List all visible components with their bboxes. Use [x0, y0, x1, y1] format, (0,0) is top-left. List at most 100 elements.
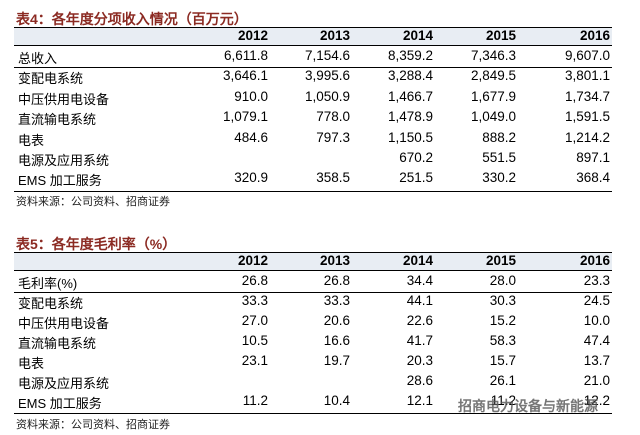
cell-value: 1,079.1 [222, 109, 268, 125]
cell-value: 26.8 [323, 273, 350, 288]
row-label: 电表 [18, 356, 45, 371]
cell-value: 251.5 [399, 170, 433, 186]
cell-value: 358.5 [316, 170, 350, 186]
cell-value: 888.2 [482, 129, 516, 145]
cell-value: 15.7 [489, 353, 516, 368]
table-title: 表5：各年度毛利率（%） [16, 236, 177, 252]
row-label: 变配电系统 [18, 71, 84, 87]
cell-value: 44.1 [406, 293, 433, 308]
column-header: 2015 [485, 28, 516, 43]
rule [14, 45, 612, 46]
cell-value: 23.1 [241, 353, 268, 368]
cell-value: 23.3 [583, 273, 610, 288]
row-label: EMS 加工服务 [18, 173, 102, 189]
cell-value: 30.3 [489, 293, 516, 308]
cell-value: 16.6 [323, 333, 350, 348]
header-background [14, 27, 612, 45]
rule [14, 270, 612, 271]
cell-value: 368.4 [576, 170, 610, 186]
cell-value: 12.2 [583, 393, 610, 408]
cell-value: 3,646.1 [222, 68, 268, 84]
cell-value: 24.5 [583, 293, 610, 308]
cell-value: 910.0 [234, 88, 268, 104]
cell-value: 20.6 [323, 313, 350, 328]
column-header: 2013 [319, 28, 350, 43]
column-header: 2016 [579, 253, 610, 268]
cell-value: 1,050.9 [304, 88, 350, 104]
cell-value: 797.3 [316, 129, 350, 145]
cell-value: 484.6 [234, 129, 268, 145]
column-header: 2014 [402, 253, 433, 268]
cell-value: 15.2 [489, 313, 516, 328]
row-label: EMS 加工服务 [18, 396, 102, 411]
row-label: 电源及应用系统 [18, 153, 110, 168]
cell-value: 3,801.1 [564, 68, 610, 84]
cell-value: 10.5 [241, 333, 268, 348]
cell-value: 10.0 [583, 313, 610, 328]
cell-value: 1,049.0 [470, 109, 516, 125]
row-label: 变配电系统 [18, 296, 84, 311]
cell-value: 320.9 [234, 170, 268, 186]
source-note: 资料来源：公司资料、招商证券 [16, 196, 170, 208]
cell-value: 3,995.6 [304, 68, 350, 84]
rule [14, 67, 612, 69]
column-header: 2012 [237, 28, 268, 43]
cell-value: 1,734.7 [564, 88, 610, 104]
cell-value: 26.1 [489, 373, 516, 388]
rule [14, 190, 612, 192]
cell-value: 1,150.5 [387, 129, 433, 145]
cell-value: 28.0 [489, 273, 516, 288]
table-title: 表4：各年度分项收入情况（百万元） [16, 11, 248, 27]
cell-value: 1,677.9 [470, 88, 516, 104]
cell-value: 9,607.0 [564, 48, 610, 63]
cell-value: 1,466.7 [387, 88, 433, 104]
cell-value: 34.4 [406, 273, 433, 288]
cell-value: 10.4 [323, 393, 350, 408]
row-label: 毛利率(%) [18, 276, 78, 291]
cell-value: 12.1 [406, 393, 433, 408]
header-background [14, 252, 612, 270]
cell-value: 11.2 [242, 393, 268, 408]
rule [14, 292, 612, 293]
rule [14, 27, 612, 28]
cell-value: 19.7 [323, 353, 350, 368]
cell-value: 13.7 [583, 353, 610, 368]
cell-value: 778.0 [316, 109, 350, 125]
cell-value: 33.3 [241, 293, 268, 308]
cell-value: 551.5 [482, 150, 516, 165]
column-header: 2012 [237, 253, 268, 268]
rule [14, 413, 612, 414]
column-header: 2013 [319, 253, 350, 268]
cell-value: 11.2 [490, 393, 516, 408]
cell-value: 33.3 [323, 293, 350, 308]
cell-value: 897.1 [576, 150, 610, 165]
cell-value: 3,288.4 [387, 68, 433, 84]
row-label: 电源及应用系统 [18, 376, 110, 391]
row-label: 中压供用电设备 [18, 91, 110, 107]
cell-value: 47.4 [583, 333, 610, 348]
cell-value: 6,611.8 [223, 48, 268, 63]
cell-value: 20.3 [406, 353, 433, 368]
cell-value: 1,214.2 [564, 129, 610, 145]
row-label: 电表 [18, 132, 45, 148]
column-header: 2016 [579, 28, 610, 43]
row-label: 直流输电系统 [18, 336, 97, 351]
cell-value: 2,849.5 [470, 68, 516, 84]
cell-value: 27.0 [241, 313, 268, 328]
cell-value: 330.2 [482, 170, 516, 186]
cell-value: 58.3 [489, 333, 516, 348]
cell-value: 1,591.5 [564, 109, 610, 125]
cell-value: 41.7 [406, 333, 433, 348]
cell-value: 28.6 [406, 373, 433, 388]
rule [14, 252, 612, 253]
cell-value: 21.0 [583, 373, 610, 388]
column-header: 2014 [402, 28, 433, 43]
cell-value: 7,154.6 [304, 48, 350, 63]
cell-value: 22.6 [406, 313, 433, 328]
cell-value: 26.8 [241, 273, 268, 288]
row-label: 总收入 [18, 51, 58, 66]
cell-value: 7,346.3 [470, 48, 516, 63]
cell-value: 670.2 [399, 150, 433, 165]
row-label: 直流输电系统 [18, 112, 97, 128]
